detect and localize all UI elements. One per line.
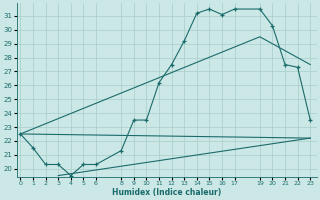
X-axis label: Humidex (Indice chaleur): Humidex (Indice chaleur) <box>112 188 221 197</box>
